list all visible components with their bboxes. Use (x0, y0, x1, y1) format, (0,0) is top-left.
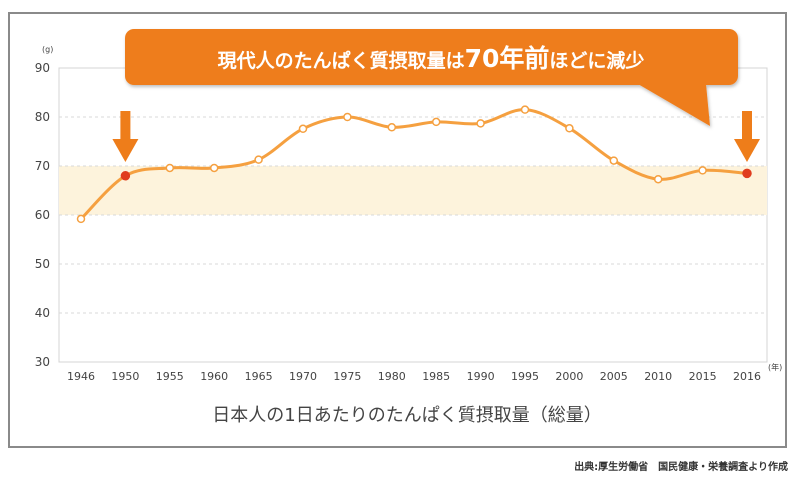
y-tick-labels: 30 40 50 60 70 80 90 (35, 61, 50, 369)
data-point (76, 214, 86, 224)
data-point (565, 124, 574, 133)
y-tick-label: 50 (35, 257, 50, 271)
headline-emphasis: 70年前 (465, 44, 550, 73)
x-tick-label: 2005 (600, 370, 628, 383)
headline-text: 現代人のたんぱく質摂取量は70年前ほどに減少 (218, 44, 645, 73)
y-tick-label: 40 (35, 306, 50, 320)
chart-frame: 30 40 50 60 70 80 90 1946 1950 1955 1960 1965 1970 1… (8, 12, 787, 448)
source-note: 出典:厚生労働省 国民健康・栄養調査より作成 (574, 462, 788, 473)
data-point (609, 156, 619, 165)
data-point (476, 119, 485, 128)
x-tick-label: 1985 (422, 370, 450, 383)
highlighted-data-point (742, 168, 752, 179)
data-point (698, 166, 707, 175)
x-axis-unit-label: (年) (768, 362, 782, 372)
x-tick-label: 1990 (467, 370, 495, 383)
x-tick-label: 1946 (67, 370, 95, 383)
x-tick-labels: 1946 1950 1955 1960 1965 1970 1975 1980 1985 1990… (67, 370, 761, 383)
x-tick-label: 1965 (245, 370, 273, 383)
y-tick-label: 80 (35, 110, 50, 124)
x-tick-label: 1955 (156, 370, 184, 383)
data-point (165, 163, 175, 173)
y-tick-label: 70 (35, 159, 50, 173)
headline-banner (125, 29, 738, 126)
x-tick-label: 1960 (200, 370, 228, 383)
down-arrow-icon (734, 111, 760, 162)
data-points (76, 105, 752, 224)
gridlines (59, 116, 767, 314)
x-tick-label: 1980 (378, 370, 406, 383)
y-axis-unit-label: (g) (42, 45, 53, 54)
data-point (387, 123, 397, 132)
x-tick-label: 1970 (289, 370, 317, 383)
data-point (520, 105, 530, 114)
x-tick-label: 1950 (111, 370, 139, 383)
data-point (209, 163, 219, 173)
y-tick-label: 90 (35, 61, 50, 75)
data-point (431, 117, 441, 127)
headline-part3: ほどに減少 (549, 49, 644, 72)
series-line (79, 108, 749, 221)
y-tick-label: 60 (35, 208, 50, 222)
highlighted-data-point (120, 171, 131, 181)
data-point (298, 124, 308, 134)
data-point (653, 174, 663, 184)
down-arrow-icon (112, 111, 139, 162)
x-tick-label: 1975 (333, 370, 361, 383)
x-tick-label: 2015 (689, 370, 717, 383)
chart-title: 日本人の1日あたりのたんぱく質摂取量（総量） (212, 405, 601, 426)
x-tick-label: 2000 (555, 370, 583, 383)
highlight-arrows (112, 111, 760, 162)
headline-part1: 現代人のたんぱく質摂取量は (218, 49, 465, 72)
reference-band (59, 166, 767, 215)
data-point (254, 155, 263, 164)
x-tick-label: 1995 (511, 370, 539, 383)
y-tick-label: 30 (35, 355, 50, 369)
x-tick-label: 2016 (733, 370, 761, 383)
data-point (343, 112, 352, 122)
x-tick-label: 2010 (644, 370, 672, 383)
